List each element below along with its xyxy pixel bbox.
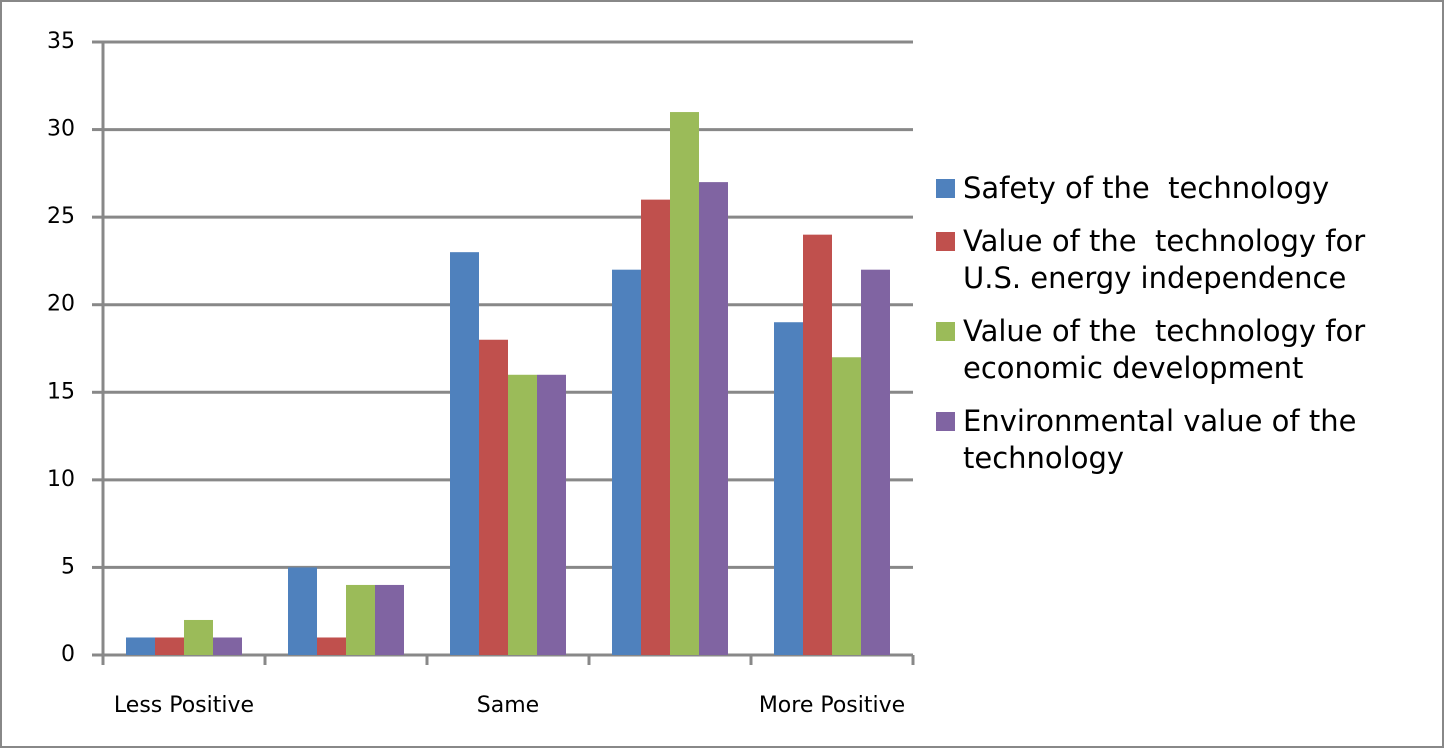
bar [126,637,155,655]
bar [861,269,890,655]
legend-swatch [936,412,955,431]
y-tick-label: 15 [47,379,75,404]
bar [479,339,508,655]
y-tick-label: 0 [61,642,75,667]
y-tick-label: 30 [47,117,75,142]
bar [375,584,404,655]
legend-swatch [936,322,955,341]
bar [508,374,537,655]
bar [184,619,213,655]
bar [699,182,728,655]
bar [346,584,375,655]
bar [155,637,184,655]
legend-label: Value of the technology for economic dev… [963,314,1375,385]
bar [641,199,670,655]
bar [612,269,641,655]
x-tick-label: Less Positive [114,693,254,718]
legend-label: Value of the technology for U.S. energy … [963,224,1375,295]
y-tick-label: 25 [47,204,75,229]
y-tick-label: 35 [47,29,75,54]
legend-entry: Safety of the technology [936,170,1416,207]
bar [317,637,346,655]
legend-entry: Environmental value of the technology [936,403,1416,477]
y-tick-label: 20 [47,292,75,317]
bar [450,252,479,655]
bar [288,567,317,655]
bar [803,234,832,655]
legend: Safety of the technology Value of the tec… [936,170,1416,493]
x-tick-label: More Positive [759,693,905,718]
y-tick-label: 5 [61,554,75,579]
legend-swatch [936,232,955,251]
bar [774,322,803,655]
legend-entry: Value of the technology for U.S. energy … [936,223,1416,297]
bar [832,357,861,655]
legend-label: Safety of the technology [963,171,1330,205]
legend-swatch [936,179,955,198]
bar [670,112,699,656]
bar [213,637,242,655]
legend-label: Environmental value of the technology [963,404,1366,475]
bar [537,374,566,655]
y-tick-label: 10 [47,467,75,492]
x-tick-label: Same [477,693,539,718]
legend-entry: Value of the technology for economic dev… [936,313,1416,387]
